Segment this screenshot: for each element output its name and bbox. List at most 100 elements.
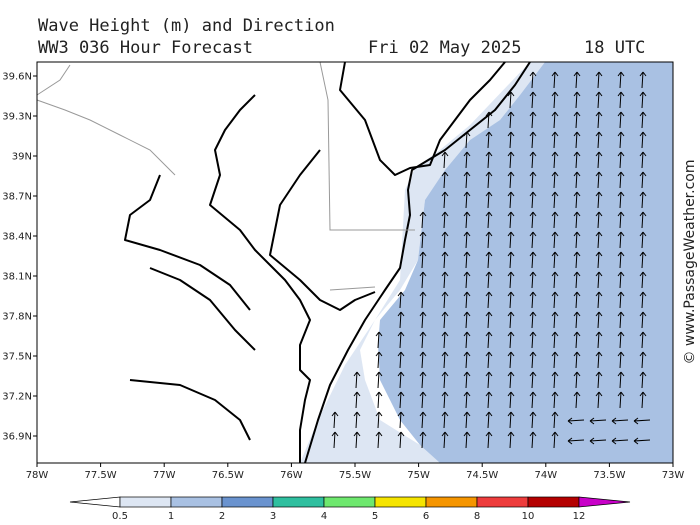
wave-arrow bbox=[375, 351, 383, 369]
colorbar-label: 6 bbox=[423, 511, 429, 522]
wave-arrow bbox=[551, 231, 559, 249]
wave-arrow bbox=[529, 71, 537, 89]
colorbar-segment bbox=[374, 496, 427, 508]
wave-arrow bbox=[507, 171, 515, 189]
subtitle: WW3 036 Hour Forecast bbox=[38, 38, 253, 58]
wave-arrow bbox=[375, 431, 383, 449]
wave-arrow bbox=[573, 271, 581, 289]
wave-arrow bbox=[485, 191, 493, 209]
wave-arrow bbox=[397, 371, 405, 389]
wave-arrow bbox=[639, 71, 647, 89]
wave-arrow bbox=[507, 111, 515, 129]
wave-arrow bbox=[441, 191, 449, 209]
wave-arrow bbox=[507, 371, 515, 389]
wave-arrow bbox=[639, 131, 647, 149]
wave-arrow bbox=[573, 291, 581, 309]
wave-arrow bbox=[485, 251, 493, 269]
wave-arrow bbox=[397, 391, 405, 409]
wave-band-light bbox=[300, 62, 545, 463]
wave-arrow bbox=[573, 331, 581, 349]
wave-arrow bbox=[507, 211, 515, 229]
wave-arrow bbox=[397, 311, 405, 329]
wave-arrow bbox=[441, 291, 449, 309]
wave-arrow bbox=[551, 251, 559, 269]
wave-arrow bbox=[617, 71, 625, 89]
wave-arrow bbox=[573, 131, 581, 149]
wave-arrow bbox=[595, 151, 603, 169]
wave-arrow bbox=[617, 371, 625, 389]
wave-arrow bbox=[529, 311, 537, 329]
wave-arrow bbox=[573, 171, 581, 189]
wave-arrow bbox=[573, 211, 581, 229]
wave-arrow bbox=[419, 351, 427, 369]
wave-arrow bbox=[617, 271, 625, 289]
watermark: © www.PassageWeather.com bbox=[682, 159, 698, 364]
colorbar-label: 4 bbox=[321, 511, 327, 522]
lon-label: 78W bbox=[26, 470, 49, 481]
wave-arrow bbox=[551, 171, 559, 189]
wave-arrow bbox=[595, 231, 603, 249]
wave-arrow bbox=[441, 431, 449, 449]
colorbar-segment bbox=[476, 496, 529, 508]
wave-arrow bbox=[639, 371, 647, 389]
time: 18 UTC bbox=[584, 38, 645, 58]
wave-arrow bbox=[617, 331, 625, 349]
wave-arrow bbox=[419, 411, 427, 429]
wave-arrow bbox=[463, 271, 471, 289]
wave-arrow bbox=[353, 431, 361, 449]
wave-arrow bbox=[573, 111, 581, 129]
wave-arrow bbox=[595, 191, 603, 209]
wave-arrow bbox=[595, 351, 603, 369]
wave-arrow bbox=[441, 271, 449, 289]
wave-arrow bbox=[485, 211, 493, 229]
wave-arrow bbox=[485, 431, 493, 449]
wave-arrow bbox=[529, 111, 537, 129]
wave-arrow bbox=[353, 411, 361, 429]
james-river bbox=[129, 379, 251, 441]
wave-arrow bbox=[441, 411, 449, 429]
wave-arrow bbox=[463, 231, 471, 249]
wave-arrow bbox=[551, 351, 559, 369]
wave-arrow bbox=[529, 91, 537, 109]
colorbar-label: 0.5 bbox=[112, 511, 128, 522]
state-border bbox=[36, 64, 71, 96]
wave-arrow bbox=[595, 91, 603, 109]
wave-arrow bbox=[595, 271, 603, 289]
wave-arrow bbox=[441, 331, 449, 349]
colorbar-segment bbox=[119, 496, 172, 508]
colorbar-label: 8 bbox=[474, 511, 480, 522]
wave-arrow bbox=[441, 251, 449, 269]
wave-arrow bbox=[463, 211, 471, 229]
map bbox=[36, 61, 674, 464]
wave-arrow bbox=[463, 311, 471, 329]
colorbar-segment bbox=[323, 496, 376, 508]
wave-arrow bbox=[639, 291, 647, 309]
wave-arrow bbox=[551, 111, 559, 129]
lon-label: 77W bbox=[153, 470, 176, 481]
wave-arrow bbox=[419, 311, 427, 329]
wave-arrow bbox=[551, 191, 559, 209]
wave-arrow bbox=[353, 371, 361, 389]
wave-arrow bbox=[529, 271, 537, 289]
colorbar-label: 2 bbox=[219, 511, 225, 522]
wave-arrow bbox=[595, 171, 603, 189]
wave-arrow bbox=[397, 351, 405, 369]
wave-arrow bbox=[639, 151, 647, 169]
wave-arrow bbox=[573, 311, 581, 329]
colorbar-label: 12 bbox=[573, 511, 586, 522]
wave-arrow bbox=[551, 291, 559, 309]
wave-arrow bbox=[529, 191, 537, 209]
wave-arrow bbox=[485, 131, 493, 149]
colorbar-segment bbox=[272, 496, 325, 508]
wave-arrow bbox=[595, 131, 603, 149]
wave-arrow bbox=[551, 131, 559, 149]
lon-label: 75W bbox=[407, 470, 430, 481]
lat-label: 38.1N bbox=[2, 272, 32, 283]
wave-arrow bbox=[375, 331, 383, 349]
wave-arrow bbox=[617, 251, 625, 269]
arrows bbox=[331, 71, 651, 449]
wave-arrow bbox=[441, 231, 449, 249]
wave-arrow bbox=[639, 331, 647, 349]
colorbar-segment bbox=[221, 496, 274, 508]
